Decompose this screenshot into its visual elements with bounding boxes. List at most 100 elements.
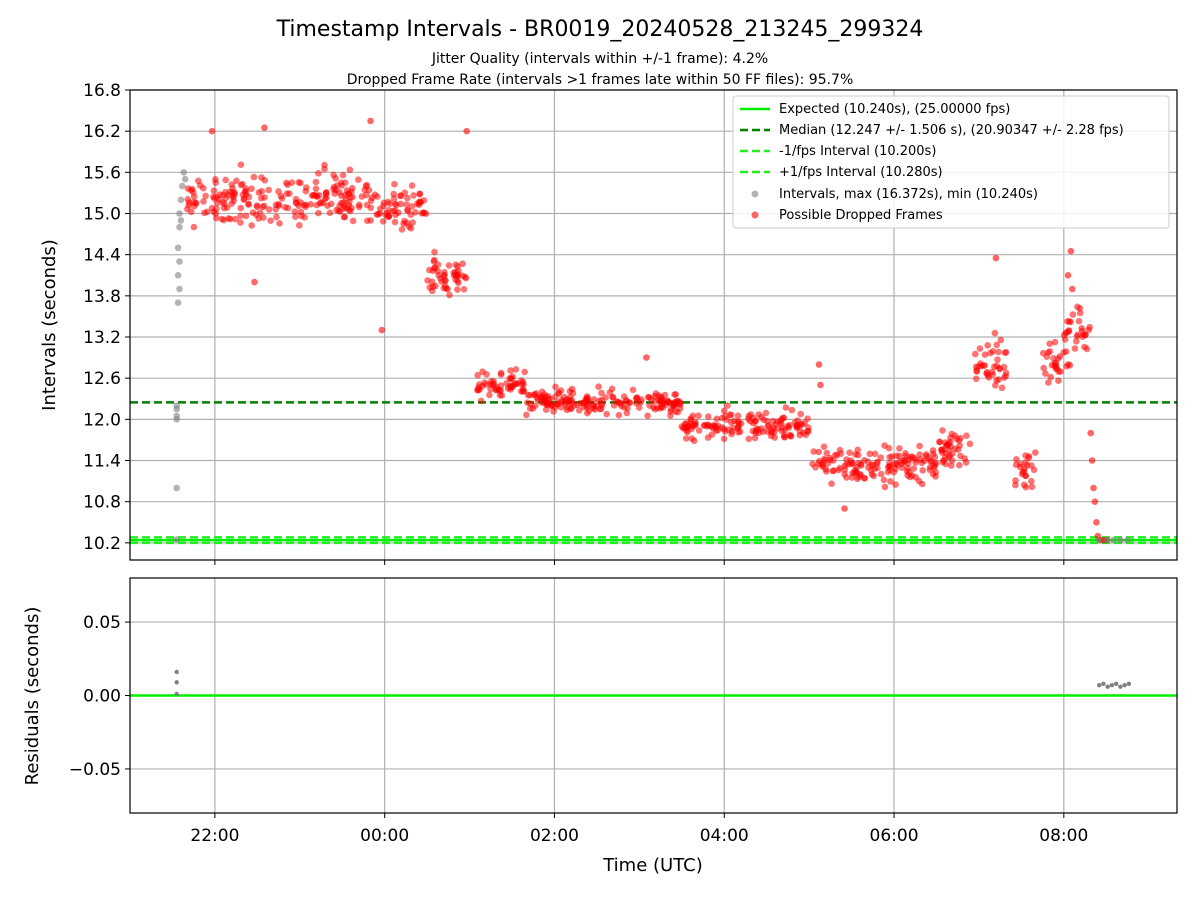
dropped-frame-point [524,399,531,407]
dropped-frame-point [445,262,453,269]
dropped-frame-point [623,409,631,417]
dropped-frame-point [1053,363,1060,370]
dropped-frame-point [797,410,804,418]
dropped-frame-point [315,170,322,177]
residual-point [1109,683,1115,688]
dropped-frame-point [565,399,573,406]
interval-point [180,169,188,176]
dropped-frame-point [474,386,481,394]
dropped-frame-point [288,179,296,186]
dropped-frame-point [590,396,598,403]
dropped-frame-point [440,272,448,280]
dropped-frame-point [1028,477,1035,485]
dropped-frame-point [463,127,471,135]
dropped-frame-point [520,387,528,395]
dropped-frame-point [188,208,195,216]
dropped-frame-point [915,477,923,485]
dropped-frame-point [251,278,258,286]
dropped-frame-point [1088,457,1096,464]
dropped-frame-point [595,383,602,391]
dropped-frame-point [910,465,917,472]
dropped-frame-point [526,405,534,412]
dropped-frame-point [861,475,869,482]
dropped-frame-point [303,184,310,191]
dropped-frame-point [608,385,616,393]
dropped-frame-point [940,457,947,464]
dropped-frame-point [190,189,197,196]
dropped-frame-point [250,173,258,181]
dropped-frame-point [893,461,901,469]
dropped-frame-point [695,427,703,434]
dropped-frame-point [929,447,937,454]
dropped-frame-point [1083,345,1091,353]
dropped-frame-point [509,373,516,380]
dropped-frame-point [618,402,625,410]
dropped-frame-point [855,473,863,481]
dropped-frame-point [1057,368,1064,375]
interval-point [1110,536,1117,544]
dropped-frame-point [231,189,238,196]
dropped-frame-point [820,443,828,451]
residual-point [1122,683,1127,688]
dropped-frame-point [1042,370,1049,377]
dropped-frame-point [902,450,909,457]
dropped-frame-point [826,454,834,462]
dropped-frame-point [833,452,841,459]
dropped-frame-point [1090,484,1097,492]
dropped-frame-point [273,213,280,221]
dropped-frame-point [552,383,559,391]
dropped-frame-point [380,202,387,210]
top-plot: 10.2 10.8 11.4 12.0 12.6 13.2 13.8 14.4 15.0 15.6… [39,81,1178,565]
dropped-frame-point [477,397,485,405]
dropped-frame-point [687,416,694,424]
dropped-frame-point [745,412,753,420]
dropped-frame-point [1054,355,1062,362]
dropped-frame-point [830,467,837,474]
dropped-frame-point [658,403,665,411]
dropped-frame-point [454,286,461,293]
dropped-frame-point [956,461,963,469]
dropped-frame-point [843,474,850,481]
dropped-frame-point [291,208,299,215]
dropped-frame-point [459,272,467,280]
dropped-frame-point [407,211,415,218]
dropped-frame-point [497,371,505,378]
bottom-y-tick-label: 0.00 [83,687,121,707]
dropped-frame-point [603,410,610,418]
dropped-frame-point [1013,456,1020,463]
top-y-tick-label: 13.2 [83,328,121,348]
dropped-frame-point [938,446,946,453]
dropped-frame-point [828,480,835,488]
dropped-frame-point [343,187,351,194]
dropped-frame-point [1063,363,1070,370]
dropped-frame-point [1025,453,1033,460]
dropped-frame-point [629,386,637,394]
dropped-frame-point [566,388,574,395]
dropped-frame-point [278,195,286,202]
interval-point [173,536,180,543]
legend-dropped-label: Possible Dropped Frames [779,208,943,223]
dropped-frame-point [555,390,563,398]
chart-subtitle-dropped: Dropped Frame Rate (intervals >1 frames … [347,72,854,88]
dropped-frame-point [877,454,884,461]
dropped-frame-point [237,161,245,168]
dropped-frame-point [932,473,939,480]
dropped-frame-point [615,411,623,419]
dropped-frame-point [403,201,410,208]
chart-title: Timestamp Intervals - BR0019_20240528_21… [276,17,924,42]
dropped-frame-point [220,204,228,212]
dropped-frame-point [416,190,424,198]
dropped-frame-point [568,405,575,412]
residual-point [174,669,179,675]
dropped-frame-point [201,209,208,217]
dropped-frame-point [1074,303,1081,311]
dropped-frame-point [681,424,688,431]
x-tick-label: 22:00 [190,826,239,846]
dropped-frame-point [815,361,823,368]
dropped-frame-point [245,201,252,208]
dropped-frame-point [542,406,550,414]
dropped-frame-point [218,215,226,223]
dropped-frame-point [782,404,790,411]
dropped-frame-point [237,204,245,212]
dropped-frame-point [735,429,742,436]
